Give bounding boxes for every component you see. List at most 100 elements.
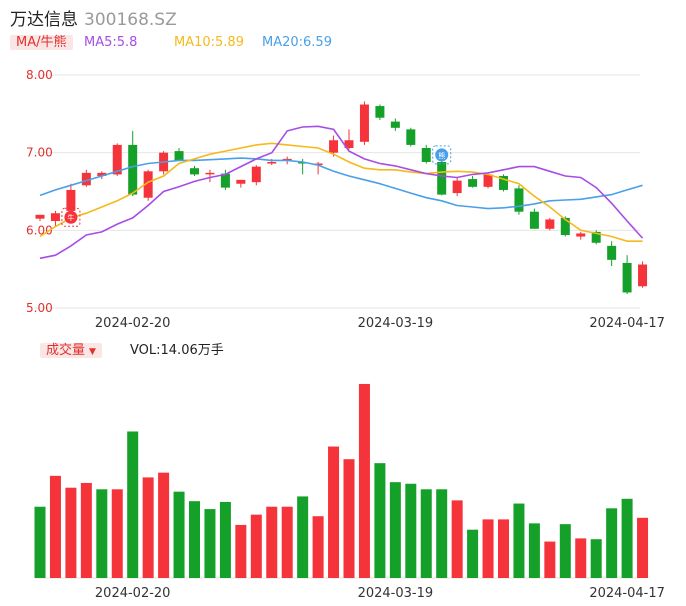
volume-bar: [420, 489, 432, 578]
candle: [251, 165, 261, 186]
candle-body: [81, 172, 91, 186]
ma10-label: MA10:5.89: [174, 35, 244, 50]
volume-indicator-label: 成交量: [46, 343, 86, 358]
volume-indicator-selector[interactable]: 成交量 ▼: [40, 343, 102, 358]
price-tick-label: 6.00: [26, 223, 53, 237]
candle: [576, 231, 586, 240]
candle-body: [190, 168, 199, 175]
candle-body: [437, 161, 447, 195]
volume-bar: [266, 506, 278, 578]
signal-glyph: 牛: [67, 213, 74, 222]
candle: [437, 158, 447, 196]
candle-body: [576, 233, 586, 237]
volume-bar: [513, 503, 525, 578]
price-tick-label: 8.00: [26, 68, 53, 82]
candle-body: [468, 179, 478, 187]
candle-body: [128, 144, 138, 195]
candle: [50, 210, 60, 227]
volume-bar: [34, 506, 46, 578]
volume-bar: [297, 496, 309, 578]
candle-body: [35, 214, 45, 219]
volume-bar: [80, 482, 92, 578]
candle-body: [499, 175, 508, 190]
candle: [190, 165, 199, 176]
candle: [236, 179, 246, 188]
volume-bar: [158, 472, 170, 578]
candle: [607, 241, 617, 267]
candle-body: [344, 140, 354, 149]
bear-signal-icon: 熊: [432, 145, 452, 165]
volume-bar: [389, 482, 401, 578]
volume-bar: [436, 489, 448, 578]
candle-body: [143, 171, 153, 198]
candle: [622, 255, 632, 295]
volume-value-label: VOL:14.06万手: [130, 343, 224, 358]
bull-signal-icon: 牛: [61, 207, 81, 227]
candle: [359, 101, 369, 145]
volume-bar: [312, 516, 324, 578]
candle-body: [97, 172, 107, 176]
volume-bar: [374, 463, 386, 578]
candle-body: [514, 188, 524, 212]
ma5-line: [39, 125, 644, 260]
volume-bar: [219, 501, 231, 578]
volume-bar: [606, 508, 618, 578]
candle: [529, 208, 539, 229]
volume-x-tick-label: 2024-02-20: [95, 586, 171, 601]
signal-frame: [61, 207, 81, 227]
price-x-tick-label: 2024-04-17: [589, 316, 665, 331]
stock-title: 万达信息 300168.SZ: [10, 5, 177, 30]
volume-bar: [358, 383, 370, 578]
candle-body: [545, 219, 555, 229]
volume-bar: [343, 459, 355, 578]
candle: [638, 261, 648, 288]
candle: [499, 174, 508, 192]
candle: [344, 129, 354, 150]
price-x-tick-label: 2024-02-20: [95, 316, 171, 331]
volume-bar: [235, 524, 247, 578]
candle: [545, 217, 555, 231]
candle-body: [421, 148, 431, 162]
candle: [452, 177, 462, 197]
candle-body: [236, 179, 246, 184]
volume-bar: [467, 529, 479, 578]
volume-bar: [405, 483, 417, 578]
volume-bar: [49, 475, 61, 578]
ma10-line: [39, 142, 643, 242]
ma-type-selector[interactable]: MA/牛熊: [10, 35, 73, 50]
candle: [66, 183, 76, 214]
signal-frame: [432, 145, 452, 165]
candle: [220, 169, 230, 190]
candle: [468, 175, 478, 188]
volume-bar: [250, 514, 262, 578]
candle: [483, 172, 493, 189]
candle-body: [591, 231, 601, 243]
volume-legend: 成交量 ▼: [40, 340, 102, 362]
candle-body: [390, 121, 400, 128]
signal-dot: [64, 210, 78, 224]
volume-bar: [590, 539, 602, 578]
volume-bar: [498, 519, 509, 578]
volume-bar: [637, 517, 649, 578]
price-tick-label: 5.00: [26, 301, 53, 315]
volume-bar: [173, 491, 185, 578]
candle-body: [329, 140, 339, 153]
candle-body: [607, 245, 617, 260]
candle-body: [483, 174, 493, 187]
candle: [35, 214, 45, 222]
candle: [143, 169, 153, 201]
volume-bar: [528, 523, 540, 578]
candle-body: [529, 211, 539, 229]
candle-body: [267, 161, 277, 164]
volume-bar: [575, 538, 587, 578]
candle-body: [359, 104, 369, 142]
volume-bar: [142, 477, 154, 578]
candle-body: [50, 213, 60, 222]
ma20-label: MA20:6.59: [262, 35, 332, 50]
volume-bar: [544, 541, 556, 578]
volume-bar: [65, 487, 77, 578]
volume-x-tick-label: 2024-03-19: [358, 586, 434, 601]
volume-bar: [451, 500, 463, 578]
volume-bar: [189, 501, 200, 578]
